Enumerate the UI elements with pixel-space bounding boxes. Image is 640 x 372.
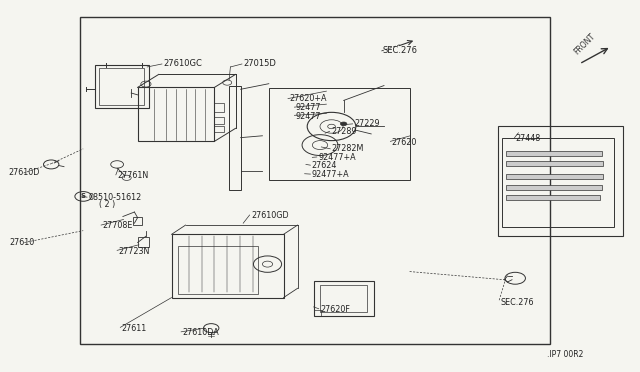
Text: 27620F: 27620F (320, 305, 350, 314)
Bar (320, 285, 367, 312)
Bar (133, 217, 142, 225)
Text: 27610: 27610 (10, 238, 35, 247)
Circle shape (340, 122, 347, 126)
Text: 27610GC: 27610GC (163, 60, 202, 68)
Text: 08510-51612: 08510-51612 (88, 193, 141, 202)
Bar (178, 246, 258, 294)
Text: 92477: 92477 (296, 103, 321, 112)
Text: 27229: 27229 (354, 119, 380, 128)
Text: 27015D: 27015D (243, 60, 276, 68)
Text: 27723N: 27723N (118, 247, 150, 256)
Text: ( 2 ): ( 2 ) (99, 201, 115, 209)
Bar (506, 174, 603, 179)
Bar (138, 87, 214, 141)
Bar (229, 86, 241, 190)
Bar (214, 126, 224, 132)
Bar (506, 161, 603, 166)
Text: 27611: 27611 (122, 324, 147, 333)
Text: 27620+A: 27620+A (289, 94, 327, 103)
Bar (269, 88, 410, 180)
Bar (506, 151, 602, 156)
Bar (138, 237, 149, 247)
Bar (506, 195, 600, 200)
Text: 27620: 27620 (392, 138, 417, 147)
Bar (80, 17, 550, 344)
Bar (314, 281, 374, 316)
Bar (99, 68, 144, 105)
Text: 92477: 92477 (296, 112, 321, 121)
Bar (95, 65, 149, 108)
Text: .IP7 00R2: .IP7 00R2 (547, 350, 584, 359)
Text: 92477+A: 92477+A (318, 153, 356, 162)
Text: 92477+A: 92477+A (312, 170, 349, 179)
Text: 27610DA: 27610DA (182, 328, 219, 337)
Text: 27761N: 27761N (117, 171, 148, 180)
Bar (214, 117, 224, 124)
Bar (498, 126, 623, 236)
Text: 27624: 27624 (312, 161, 337, 170)
Text: 27610D: 27610D (8, 169, 40, 177)
Text: SEC.276: SEC.276 (500, 298, 534, 307)
Text: 27282M: 27282M (332, 144, 364, 153)
Bar (172, 234, 284, 298)
Text: 27448: 27448 (516, 134, 541, 143)
Text: 27289: 27289 (331, 127, 356, 136)
Text: SEC.276: SEC.276 (383, 46, 418, 55)
Bar (502, 138, 614, 227)
Bar (214, 103, 224, 112)
Bar (506, 185, 602, 190)
Text: 27708E: 27708E (102, 221, 132, 230)
Text: 27610GD: 27610GD (251, 211, 289, 220)
Text: S: S (81, 193, 86, 199)
Text: FRONT: FRONT (572, 32, 597, 57)
